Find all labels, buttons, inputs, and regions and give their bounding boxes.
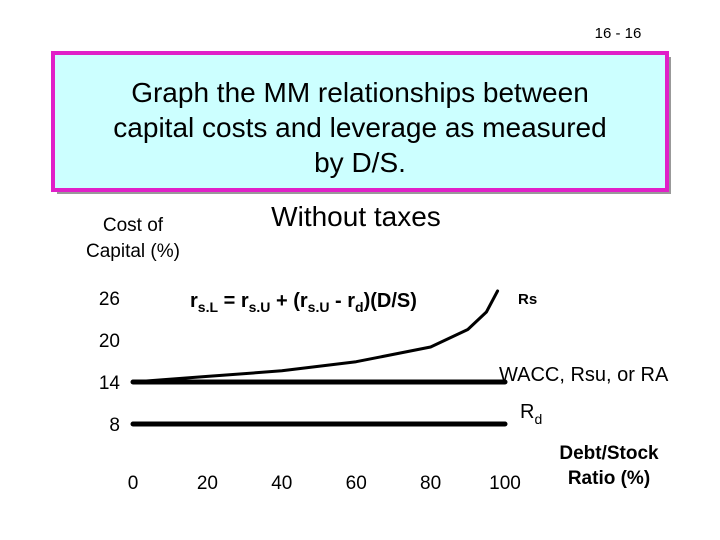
formula-part: - r bbox=[329, 290, 355, 312]
heading-line: capital costs and leverage as measured bbox=[113, 112, 606, 143]
y-axis-label: Cost of bbox=[103, 215, 164, 236]
y-tick-label: 8 bbox=[109, 415, 120, 436]
heading-box bbox=[51, 51, 669, 192]
heading-line: by D/S. bbox=[314, 147, 406, 178]
x-tick-label: 0 bbox=[128, 473, 139, 494]
formula: rs.L = rs.U + (rs.U - rd)(D/S) bbox=[190, 290, 417, 315]
slide-number: 16 - 16 bbox=[595, 25, 642, 42]
formula-sub: s.L bbox=[198, 299, 219, 315]
formula-part: = r bbox=[218, 290, 249, 312]
formula-sub: s.U bbox=[308, 299, 330, 315]
formula-part: )(D/S) bbox=[364, 290, 417, 312]
rd-part: R bbox=[520, 401, 534, 423]
formula-part: + (r bbox=[270, 290, 307, 312]
y-tick-label: 14 bbox=[99, 373, 121, 394]
chart-title: Without taxes bbox=[271, 201, 441, 232]
heading-line: Graph the MM relationships between bbox=[131, 77, 589, 108]
wacc-label: WACC, Rsu, or RA bbox=[499, 364, 669, 386]
x-tick-label: 100 bbox=[489, 473, 521, 494]
y-axis-label: Capital (%) bbox=[86, 241, 180, 262]
x-axis-label: Ratio (%) bbox=[568, 468, 650, 489]
formula-part: r bbox=[190, 290, 198, 312]
x-tick-label: 80 bbox=[420, 473, 441, 494]
x-axis-label: Debt/Stock bbox=[559, 443, 659, 464]
y-tick-label: 20 bbox=[99, 331, 120, 352]
x-tick-label: 40 bbox=[271, 473, 292, 494]
y-tick-label: 26 bbox=[99, 289, 120, 310]
x-tick-label: 20 bbox=[197, 473, 218, 494]
x-tick-label: 60 bbox=[346, 473, 367, 494]
formula-sub: d bbox=[355, 299, 364, 315]
rd-label: Rd bbox=[520, 401, 542, 427]
series-line bbox=[131, 289, 500, 384]
formula-sub: s.U bbox=[249, 299, 271, 315]
rs-label: Rs bbox=[518, 291, 537, 308]
rd-sub: d bbox=[534, 411, 542, 427]
